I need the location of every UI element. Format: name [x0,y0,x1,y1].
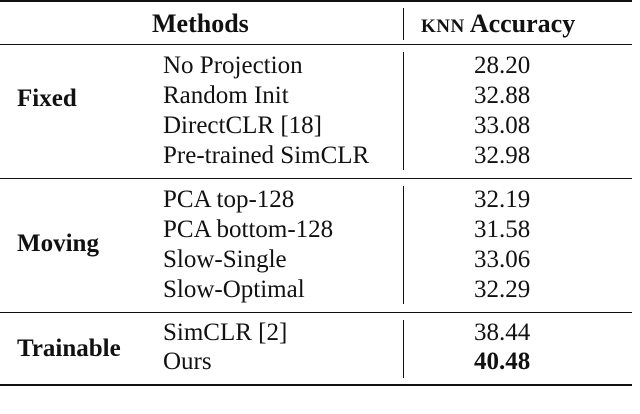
method-name: Slow-Optimal [163,276,305,303]
accuracy-value: 31.58 [474,216,531,243]
top-rule [0,0,632,2]
method-name: PCA bottom-128 [163,216,334,243]
method-name: Slow-Single [163,246,287,273]
accuracy-value-best: 40.48 [474,348,531,375]
method-name: DirectCLR [18] [163,112,322,139]
group-separator-moving [403,186,404,304]
group-label-moving: Moving [17,230,99,257]
method-name: Ours [163,348,212,375]
accuracy-value: 33.06 [474,246,531,273]
group-separator-trainable [403,320,404,378]
accuracy-value: 32.98 [474,142,531,169]
method-name: Random Init [163,82,289,109]
group-separator-fixed [403,52,404,170]
group-label-trainable: Trainable [17,335,121,362]
group-rule-fixed [0,178,632,179]
method-name: Pre-trained SimCLR [163,142,370,169]
header-knn-accuracy: KNN Accuracy [421,9,575,42]
header-methods: Methods [152,9,249,38]
bottom-rule [0,384,632,386]
accuracy-value: 33.08 [474,112,531,139]
accuracy-value: 38.44 [474,319,531,346]
header-knn: KNN [421,16,465,37]
accuracy-value: 28.20 [474,52,531,79]
accuracy-value: 32.88 [474,82,531,109]
accuracy-value: 32.19 [474,186,531,213]
accuracy-value: 32.29 [474,276,531,303]
header-separator [403,8,404,40]
method-name: PCA top-128 [163,186,295,213]
group-label-fixed: Fixed [17,85,77,112]
method-name: SimCLR [2] [163,319,288,346]
group-rule-moving [0,312,632,313]
header-accuracy: Accuracy [469,9,576,38]
header-rule [0,44,632,45]
method-name: No Projection [163,52,303,79]
